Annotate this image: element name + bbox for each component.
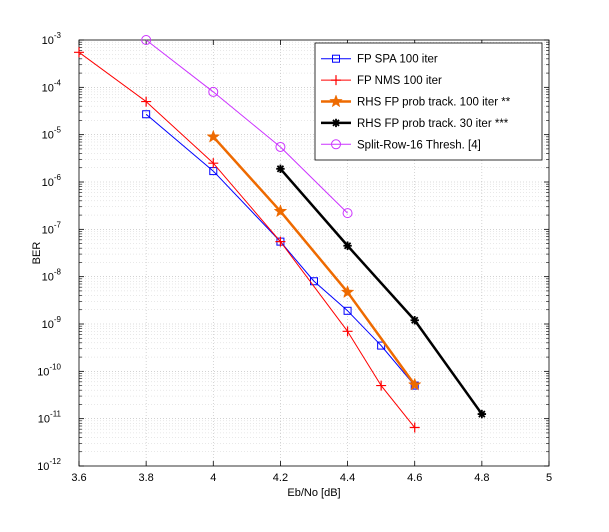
x-tick-label: 4.2 [273,472,288,484]
data-point [273,204,288,218]
legend-marker [331,139,341,150]
legend-item: FP NMS 100 iter [321,75,442,87]
legend-box [314,42,543,161]
y-tick-exponent: -12 [49,457,61,466]
legend-label: Split-Row-16 Thresh. [4] [357,139,481,151]
legend: FP SPA 100 iter FP NMS 100 iter RHS FP pro… [314,42,543,161]
legend-label: RHS FP prob track. 30 iter *** [357,118,509,130]
data-point [206,129,221,143]
y-tick-exponent: -7 [54,220,62,229]
legend-label: RHS FP prob track. 100 iter ** [357,97,511,109]
x-tick-labels: 3.6 3.8 4 4.2 4.4 4.6 4.8 5 [71,472,552,484]
series-3 [206,129,422,391]
minor-grid [79,41,549,453]
legend-label: FP NMS 100 iter [357,75,442,87]
series-line [279,167,483,415]
series-2 [74,47,420,433]
x-axis-title: Eb/No [dB] [287,487,340,499]
legend-label: FP SPA 100 iter [357,54,438,66]
x-tick-label: 4.8 [474,472,489,484]
y-tick-exponent: -8 [54,268,62,277]
data-point [410,316,419,325]
data-point [275,236,286,247]
series-line [145,39,348,214]
y-tick-exponent: -6 [54,173,62,182]
y-axis-title: BER [31,242,43,265]
legend-marker [331,118,341,128]
data-point [377,341,386,350]
y-tick-exponent: -9 [54,315,62,324]
data-point [141,96,152,107]
series-line [145,113,416,386]
series-5 [141,35,353,219]
y-tick-exponent: -5 [54,126,62,135]
series-line [212,135,416,386]
plot-frame [78,39,550,467]
legend-item: RHS FP prob track. 100 iter ** [321,94,511,109]
data-point [276,164,285,174]
data-point [477,409,487,419]
legend-marker [331,75,341,86]
y-tick-exponent: -3 [54,31,62,40]
data-point [343,241,352,250]
legend-item: FP SPA 100 iter [321,54,438,66]
data-point [208,158,219,169]
x-tick-label: 4.4 [340,472,355,484]
legend-marker [329,94,343,108]
data-point [376,380,387,391]
legend-item: RHS FP prob track. 30 iter *** [321,118,509,130]
series-4 [276,164,487,419]
x-tick-label: 3.6 [71,472,86,484]
x-tick-label: 4.6 [407,472,422,484]
data-point [142,110,151,119]
data-point [340,284,355,299]
y-tick-exponent: -11 [50,410,62,419]
data-point [342,326,353,337]
data-point [343,306,352,315]
x-tick-label: 4 [210,472,216,484]
x-tick-label: 3.8 [138,472,153,484]
legend-item: Split-Row-16 Thresh. [4] [321,139,481,151]
y-tick-exponent: -4 [54,78,62,87]
axis-ticks [78,39,550,467]
x-tick-label: 5 [546,472,552,484]
data-point [409,422,420,433]
data-point [407,377,422,391]
data-point [208,86,219,97]
data-point [141,35,152,45]
legend-marker [332,54,340,63]
data-point [342,208,353,219]
data-point [275,141,286,152]
y-tick-exponent: -10 [49,362,61,371]
legend-items: FP SPA 100 iter FP NMS 100 iter RHS FP pro… [321,54,511,151]
data-point [74,47,84,58]
series-layer [74,35,487,433]
major-grid [79,40,549,466]
